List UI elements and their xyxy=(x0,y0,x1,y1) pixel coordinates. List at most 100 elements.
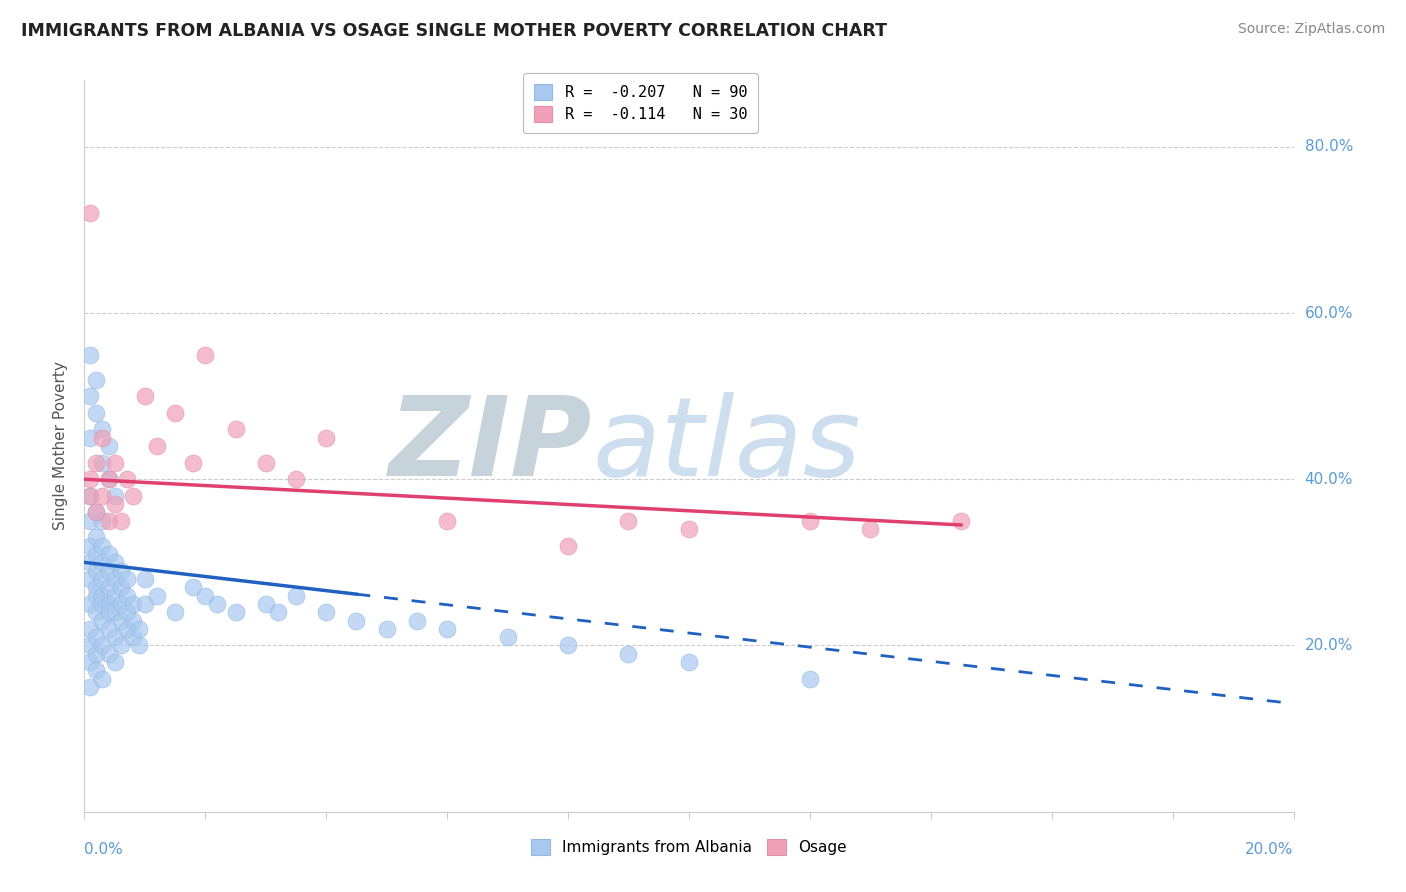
Point xyxy=(121,614,143,628)
Point xyxy=(104,456,127,470)
Point xyxy=(104,630,127,644)
Point xyxy=(128,639,150,653)
Point xyxy=(104,489,127,503)
Point xyxy=(859,522,882,536)
Point xyxy=(79,680,101,694)
Point xyxy=(91,514,114,528)
Point xyxy=(86,605,108,619)
Point xyxy=(121,597,143,611)
Point xyxy=(678,655,700,669)
Point xyxy=(115,572,138,586)
Point xyxy=(79,347,101,362)
Point xyxy=(79,489,101,503)
Point xyxy=(254,456,277,470)
Point xyxy=(110,614,132,628)
Point xyxy=(97,472,120,486)
Point xyxy=(225,422,247,436)
Point xyxy=(79,572,101,586)
Point xyxy=(110,639,132,653)
Point xyxy=(91,639,114,653)
Point xyxy=(207,597,229,611)
Point xyxy=(79,622,101,636)
Point xyxy=(86,506,108,520)
Text: Source: ZipAtlas.com: Source: ZipAtlas.com xyxy=(1237,22,1385,37)
Point xyxy=(86,530,108,544)
Point xyxy=(86,547,108,561)
Point xyxy=(97,514,120,528)
Point xyxy=(79,555,101,569)
Point xyxy=(86,664,108,678)
Point xyxy=(115,472,138,486)
Point xyxy=(254,597,277,611)
Point xyxy=(86,564,108,578)
Point xyxy=(79,206,101,220)
Point xyxy=(79,655,101,669)
Point xyxy=(91,555,114,569)
Point xyxy=(79,389,101,403)
Point xyxy=(86,630,108,644)
Point xyxy=(104,555,127,569)
Point xyxy=(557,639,579,653)
Point xyxy=(86,372,108,386)
Point xyxy=(97,547,120,561)
Point xyxy=(436,622,458,636)
Point xyxy=(165,605,187,619)
Text: 60.0%: 60.0% xyxy=(1305,306,1353,320)
Point xyxy=(104,572,127,586)
Point xyxy=(104,589,127,603)
Point xyxy=(194,347,217,362)
Point xyxy=(97,564,120,578)
Point xyxy=(86,647,108,661)
Text: atlas: atlas xyxy=(592,392,860,500)
Point xyxy=(104,497,127,511)
Text: ZIP: ZIP xyxy=(388,392,592,500)
Point xyxy=(617,647,640,661)
Point xyxy=(110,597,132,611)
Point xyxy=(285,472,308,486)
Point xyxy=(115,605,138,619)
Y-axis label: Single Mother Poverty: Single Mother Poverty xyxy=(53,361,69,531)
Point xyxy=(79,489,101,503)
Legend: Immigrants from Albania, Osage: Immigrants from Albania, Osage xyxy=(524,831,853,863)
Point xyxy=(79,539,101,553)
Point xyxy=(134,572,156,586)
Point xyxy=(110,580,132,594)
Text: 80.0%: 80.0% xyxy=(1305,139,1353,154)
Point xyxy=(97,597,120,611)
Point xyxy=(97,647,120,661)
Point xyxy=(86,456,108,470)
Point xyxy=(950,514,973,528)
Text: 20.0%: 20.0% xyxy=(1305,638,1353,653)
Point xyxy=(91,597,114,611)
Text: IMMIGRANTS FROM ALBANIA VS OSAGE SINGLE MOTHER POVERTY CORRELATION CHART: IMMIGRANTS FROM ALBANIA VS OSAGE SINGLE … xyxy=(21,22,887,40)
Point xyxy=(91,456,114,470)
Point xyxy=(91,422,114,436)
Point xyxy=(285,589,308,603)
Point xyxy=(315,431,337,445)
Point xyxy=(165,406,187,420)
Point xyxy=(91,539,114,553)
Text: 20.0%: 20.0% xyxy=(1246,842,1294,857)
Point xyxy=(799,514,821,528)
Point xyxy=(97,605,120,619)
Point xyxy=(79,514,101,528)
Point xyxy=(86,506,108,520)
Point xyxy=(110,564,132,578)
Point xyxy=(91,431,114,445)
Point xyxy=(436,514,458,528)
Point xyxy=(91,614,114,628)
Point xyxy=(104,605,127,619)
Point xyxy=(115,589,138,603)
Point xyxy=(121,489,143,503)
Point xyxy=(97,580,120,594)
Point xyxy=(128,622,150,636)
Point xyxy=(115,622,138,636)
Point xyxy=(194,589,217,603)
Point xyxy=(496,630,519,644)
Point xyxy=(86,589,108,603)
Point xyxy=(146,589,169,603)
Point xyxy=(79,639,101,653)
Point xyxy=(799,672,821,686)
Point xyxy=(146,439,169,453)
Point xyxy=(134,597,156,611)
